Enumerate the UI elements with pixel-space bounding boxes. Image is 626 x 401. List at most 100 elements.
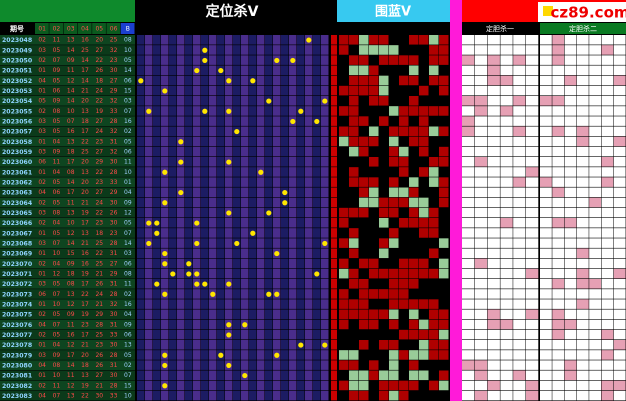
cell (462, 157, 475, 167)
cell (331, 96, 337, 106)
cell (576, 370, 589, 381)
cell (169, 279, 177, 289)
cell (429, 35, 439, 45)
cell (193, 55, 201, 65)
draw-number: 21 (81, 240, 89, 247)
cell (419, 390, 429, 401)
cell (409, 360, 419, 370)
cell (241, 116, 249, 126)
cell (289, 106, 297, 116)
cell (281, 75, 289, 86)
cell (169, 329, 177, 340)
cell (540, 360, 552, 370)
cell (552, 197, 565, 208)
cell (601, 146, 614, 157)
period: 2023057 (2, 129, 32, 136)
cell (564, 35, 577, 45)
cell (429, 380, 439, 391)
cell (201, 116, 209, 126)
cell (369, 218, 379, 228)
cell (369, 299, 379, 309)
cell (209, 299, 217, 309)
cell (439, 96, 449, 106)
cell (513, 136, 526, 147)
cell (613, 167, 626, 177)
marker (218, 67, 224, 74)
cell (209, 248, 217, 259)
cell (321, 350, 329, 360)
cell (552, 167, 565, 177)
cell (429, 146, 439, 157)
cell (513, 157, 526, 167)
cell (153, 116, 161, 126)
draw-number: 02 (124, 128, 132, 135)
cell (249, 197, 257, 208)
period: 2023055 (2, 108, 32, 115)
cell (513, 197, 526, 208)
cell (281, 289, 289, 299)
cell (313, 55, 321, 65)
draw-number: 30 (110, 159, 118, 166)
draw-number: 22 (95, 250, 103, 257)
cell (177, 319, 185, 330)
cell (389, 248, 399, 259)
cell (201, 238, 209, 248)
cell (601, 167, 614, 177)
cell (339, 116, 349, 126)
cell (297, 157, 305, 167)
marker (274, 291, 280, 297)
cell (601, 248, 614, 259)
cell (589, 390, 601, 401)
draw-number: 13 (81, 230, 89, 237)
cell (331, 360, 337, 370)
draw-number: 33 (110, 392, 118, 399)
marker (274, 352, 280, 358)
cell (201, 167, 209, 177)
cell (249, 238, 257, 248)
draw-number: 28 (110, 169, 118, 176)
cell (564, 85, 577, 96)
cell (331, 299, 337, 309)
cell (297, 390, 305, 401)
draw-number: 08 (53, 209, 61, 216)
cell (169, 360, 177, 370)
period: 2023078 (2, 342, 32, 349)
cell (359, 96, 369, 106)
cell (389, 136, 399, 147)
cell (305, 360, 313, 370)
cell (339, 177, 349, 187)
cell (576, 268, 589, 279)
cell (462, 299, 475, 309)
cell (462, 187, 475, 198)
cell (289, 96, 297, 106)
cell (177, 35, 185, 45)
draw-number: 06 (124, 260, 132, 267)
cell (249, 187, 257, 198)
row-bg (0, 268, 135, 279)
cell (137, 390, 145, 401)
logo-box (538, 2, 626, 22)
cell (225, 258, 233, 269)
cell (613, 380, 626, 391)
cell (305, 96, 313, 106)
cell (217, 116, 225, 126)
cell (281, 65, 289, 76)
cell (564, 340, 577, 350)
cell (576, 65, 589, 76)
cell (321, 279, 329, 289)
cell (540, 268, 552, 279)
subheader (540, 23, 626, 34)
draw-number: 01 (38, 230, 46, 237)
cell (540, 340, 552, 350)
cell (576, 106, 589, 116)
cell (552, 268, 565, 279)
marker (154, 220, 160, 226)
cell (257, 248, 265, 259)
cell (169, 177, 177, 187)
cell (257, 136, 265, 147)
cell (474, 65, 488, 76)
cell (589, 380, 601, 391)
cell (297, 35, 305, 45)
cell (564, 177, 577, 187)
cell (576, 207, 589, 218)
